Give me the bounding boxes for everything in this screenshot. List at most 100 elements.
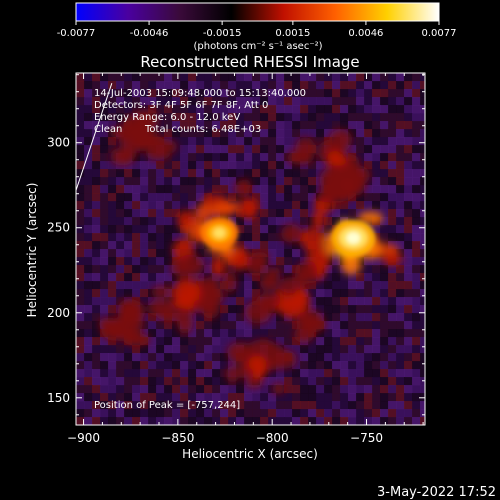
noise-cell — [308, 409, 317, 418]
noise-cell — [252, 329, 261, 338]
noise-cell — [84, 81, 93, 90]
noise-cell — [412, 345, 421, 354]
noise-cell — [412, 313, 421, 322]
noise-cell — [156, 193, 165, 202]
noise-cell — [356, 137, 365, 146]
noise-cell — [164, 281, 173, 290]
noise-cell — [404, 233, 413, 242]
noise-cell — [156, 225, 165, 234]
noise-cell — [404, 73, 413, 82]
noise-cell — [268, 153, 277, 162]
noise-cell — [204, 249, 213, 258]
y-tick-label: 300 — [47, 136, 70, 150]
noise-cell — [252, 281, 261, 290]
noise-cell — [308, 97, 317, 106]
noise-cell — [372, 321, 381, 330]
noise-cell — [244, 417, 253, 425]
noise-cell — [420, 185, 425, 194]
noise-cell — [420, 289, 425, 298]
noise-cell — [308, 385, 317, 394]
noise-cell — [316, 369, 325, 378]
noise-cell — [340, 337, 349, 346]
noise-cell — [380, 401, 389, 410]
noise-cell — [236, 289, 245, 298]
noise-cell — [228, 321, 237, 330]
noise-cell — [292, 417, 301, 425]
noise-cell — [380, 225, 389, 234]
noise-cell — [356, 313, 365, 322]
noise-cell — [244, 233, 253, 242]
noise-cell — [332, 409, 341, 418]
noise-cell — [244, 401, 253, 410]
noise-cell — [308, 169, 317, 178]
noise-cell — [308, 289, 317, 298]
noise-cell — [220, 185, 229, 194]
noise-cell — [388, 161, 397, 170]
noise-cell — [364, 353, 373, 362]
noise-cell — [316, 113, 325, 122]
noise-cell — [420, 177, 425, 186]
noise-cell — [308, 417, 317, 425]
noise-cell — [316, 121, 325, 130]
noise-cell — [324, 89, 333, 98]
noise-cell — [180, 353, 189, 362]
noise-cell — [236, 89, 245, 98]
noise-cell — [260, 385, 269, 394]
noise-cell — [116, 281, 125, 290]
noise-cell — [292, 345, 301, 354]
noise-cell — [292, 73, 301, 82]
noise-cell — [164, 73, 173, 82]
noise-cell — [140, 193, 149, 202]
noise-cell — [84, 417, 93, 425]
noise-cell — [356, 409, 365, 418]
noise-cell — [292, 249, 301, 258]
noise-cell — [108, 337, 117, 346]
noise-cell — [388, 201, 397, 210]
annotation-block: 14-Jul-2003 15:09:48.000 to 15:13:40.000… — [94, 88, 306, 411]
noise-cell — [404, 297, 413, 306]
noise-cell — [396, 265, 405, 274]
noise-cell — [252, 81, 261, 90]
noise-cell — [340, 369, 349, 378]
noise-cell — [276, 89, 285, 98]
noise-cell — [324, 209, 333, 218]
noise-cell — [108, 353, 117, 362]
noise-cell — [308, 121, 317, 130]
emission-blob — [225, 365, 240, 383]
noise-cell — [316, 97, 325, 106]
noise-cell — [124, 361, 133, 370]
noise-cell — [324, 321, 333, 330]
noise-cell — [412, 409, 421, 418]
noise-cell — [412, 225, 421, 234]
noise-cell — [292, 393, 301, 402]
noise-cell — [276, 137, 285, 146]
noise-cell — [292, 385, 301, 394]
noise-cell — [388, 185, 397, 194]
noise-cell — [204, 377, 213, 386]
noise-cell — [260, 289, 269, 298]
noise-cell — [244, 217, 253, 226]
noise-cell — [268, 201, 277, 210]
noise-cell — [332, 201, 341, 210]
noise-cell — [220, 417, 229, 425]
noise-cell — [372, 409, 381, 418]
noise-cell — [372, 97, 381, 106]
noise-cell — [420, 297, 425, 306]
noise-cell — [420, 385, 425, 394]
noise-cell — [292, 137, 301, 146]
noise-cell — [116, 185, 125, 194]
annotation-energy-range: Energy Range: 6.0 - 12.0 keV — [94, 112, 240, 123]
noise-cell — [84, 249, 93, 258]
noise-cell — [252, 73, 261, 82]
noise-cell — [156, 393, 165, 402]
noise-cell — [380, 177, 389, 186]
noise-cell — [412, 137, 421, 146]
noise-cell — [108, 73, 117, 82]
noise-cell — [140, 73, 149, 82]
noise-cell — [116, 353, 125, 362]
noise-cell — [332, 265, 341, 274]
noise-cell — [396, 369, 405, 378]
noise-cell — [236, 329, 245, 338]
noise-cell — [332, 321, 341, 330]
